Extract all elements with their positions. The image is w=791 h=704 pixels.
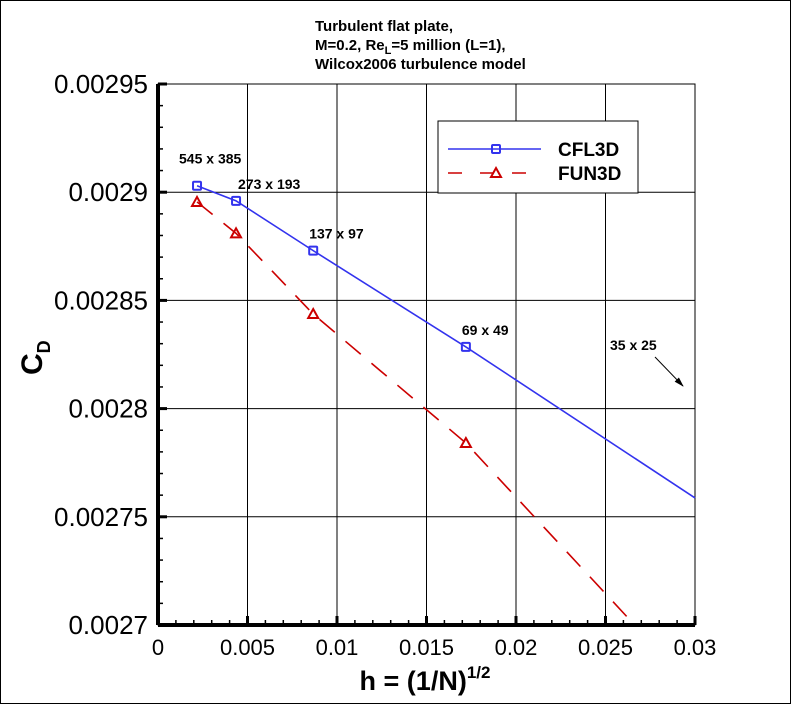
x-tick-label: 0.025	[578, 635, 633, 660]
chart-title-line2: M=0.2, ReL=5 million (L=1),	[315, 37, 506, 57]
data-point-fun3d	[459, 435, 473, 449]
x-tick-label: 0.015	[399, 635, 454, 660]
y-tick-label: 0.0027	[68, 610, 148, 640]
data-point-cfl3d	[192, 180, 203, 191]
legend-label: CFL3D	[558, 140, 619, 161]
x-tick-label: 0.03	[674, 635, 717, 660]
data-point-cfl3d	[231, 195, 242, 206]
annotation-arrow	[654, 356, 684, 387]
x-tick-label: 0.01	[316, 635, 359, 660]
data-point-cfl3d	[460, 341, 471, 352]
y-axis-label: CD	[16, 340, 54, 375]
x-tick-label: 0	[152, 635, 164, 660]
legend-label: FUN3D	[558, 164, 621, 185]
legend-marker	[489, 165, 503, 178]
legend-box	[437, 120, 639, 194]
grid-size-label: 35 x 25	[610, 337, 657, 353]
y-tick-label: 0.00295	[54, 69, 148, 99]
chart-title-line3: Wilcox2006 turbulence model	[315, 56, 526, 73]
series-line-fun3d	[196, 201, 636, 626]
series-group	[190, 180, 696, 626]
y-tick-label: 0.0028	[68, 394, 148, 424]
x-tick-label: 0.005	[220, 635, 275, 660]
x-tick-label: 0.02	[495, 635, 538, 660]
series-line-cfl3d	[196, 184, 696, 499]
grid-size-label: 137 x 97	[309, 226, 364, 242]
data-point-fun3d	[306, 306, 320, 320]
data-point-fun3d	[190, 194, 204, 207]
y-tick-label: 0.00275	[54, 502, 148, 532]
grid-size-label: 545 x 385	[179, 151, 241, 167]
data-point-fun3d	[229, 226, 243, 239]
chart-title-line1: Turbulent flat plate,	[315, 18, 453, 35]
legend: CFL3D FUN3D	[437, 120, 639, 194]
y-tick-label: 0.0029	[68, 177, 148, 207]
y-tick-label: 0.00285	[54, 285, 148, 315]
grid-size-label: 69 x 49	[462, 322, 509, 338]
legend-marker	[491, 144, 501, 154]
x-axis-label: h = (1/N)1/2	[360, 663, 491, 696]
data-point-cfl3d	[308, 245, 319, 256]
grid-size-label: 273 x 193	[238, 176, 300, 192]
